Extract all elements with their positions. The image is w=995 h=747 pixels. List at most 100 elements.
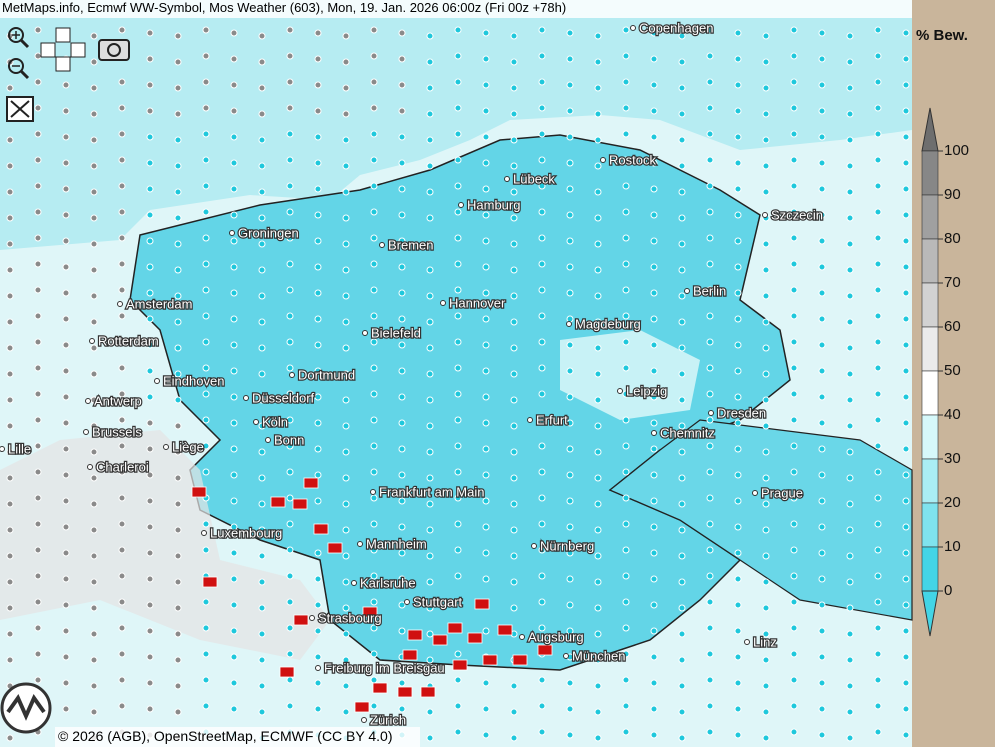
legend-band bbox=[921, 194, 939, 240]
weather-symbol bbox=[622, 416, 630, 424]
weather-symbol bbox=[762, 58, 770, 66]
city-label: Dresden bbox=[717, 405, 766, 420]
screenshot-button[interactable] bbox=[98, 39, 130, 61]
weather-symbol bbox=[286, 624, 294, 632]
weather-symbol bbox=[426, 214, 434, 222]
weather-symbol bbox=[34, 416, 42, 424]
weather-symbol bbox=[90, 32, 98, 40]
zoom-out[interactable] bbox=[8, 58, 30, 80]
weather-symbol bbox=[34, 598, 42, 606]
weather-symbol bbox=[202, 312, 210, 320]
weather-symbol bbox=[230, 627, 238, 635]
weather-symbol bbox=[342, 58, 350, 66]
weather-symbol bbox=[314, 185, 322, 193]
weather-symbol bbox=[790, 572, 798, 580]
weather-symbol bbox=[706, 104, 714, 112]
weather-symbol bbox=[482, 81, 490, 89]
weather-symbol bbox=[706, 546, 714, 554]
weather-symbol bbox=[734, 237, 742, 245]
weather-symbol bbox=[6, 266, 14, 274]
weather-symbol bbox=[6, 500, 14, 508]
weather-symbol bbox=[818, 705, 826, 713]
weather-symbol bbox=[398, 497, 406, 505]
city-dot bbox=[0, 446, 5, 452]
weather-symbol bbox=[426, 422, 434, 430]
weather-symbol bbox=[874, 598, 882, 606]
weather-symbol bbox=[174, 110, 182, 118]
weather-symbol bbox=[594, 500, 602, 508]
weather-symbol bbox=[650, 107, 658, 115]
weather-symbol bbox=[622, 234, 630, 242]
fullscreen-button[interactable] bbox=[6, 96, 34, 122]
weather-symbol bbox=[678, 292, 686, 300]
zoom-in[interactable] bbox=[8, 27, 30, 49]
weather-symbol bbox=[118, 26, 126, 34]
weather-symbol bbox=[594, 136, 602, 144]
city-dot bbox=[504, 176, 510, 182]
weather-symbol bbox=[370, 26, 378, 34]
weather-symbol bbox=[202, 442, 210, 450]
weather-symbol bbox=[342, 240, 350, 248]
weather-symbol bbox=[286, 104, 294, 112]
weather-symbol bbox=[678, 32, 686, 40]
weather-symbol bbox=[454, 416, 462, 424]
weather-symbol bbox=[790, 338, 798, 346]
weather-symbol bbox=[650, 341, 658, 349]
weather-symbol bbox=[538, 702, 546, 710]
weather-symbol bbox=[706, 208, 714, 216]
weather-symbol bbox=[118, 468, 126, 476]
weather-symbol bbox=[118, 702, 126, 710]
weather-symbol bbox=[258, 656, 266, 664]
weather-symbol bbox=[678, 500, 686, 508]
weather-symbol bbox=[258, 682, 266, 690]
weather-symbol bbox=[622, 156, 630, 164]
weather-symbol bbox=[314, 107, 322, 115]
city-dot bbox=[361, 717, 367, 723]
weather-symbol bbox=[6, 162, 14, 170]
weather-symbol bbox=[370, 468, 378, 476]
pan-control[interactable] bbox=[40, 27, 86, 72]
weather-symbol bbox=[342, 656, 350, 664]
snow-symbol bbox=[303, 477, 319, 489]
weather-symbol bbox=[622, 104, 630, 112]
weather-symbol bbox=[370, 364, 378, 372]
weather-symbol bbox=[202, 364, 210, 372]
city-label: Szczecin bbox=[771, 207, 823, 222]
weather-symbol bbox=[622, 494, 630, 502]
weather-symbol bbox=[762, 708, 770, 716]
weather-symbol bbox=[230, 497, 238, 505]
weather-symbol bbox=[566, 107, 574, 115]
weather-symbol bbox=[650, 575, 658, 583]
weather-symbol bbox=[398, 185, 406, 193]
weather-symbol bbox=[286, 390, 294, 398]
weather-symbol bbox=[118, 78, 126, 86]
weather-symbol bbox=[454, 650, 462, 658]
legend-band bbox=[921, 502, 939, 548]
weather-symbol bbox=[426, 370, 434, 378]
weather-symbol bbox=[622, 78, 630, 86]
weather-symbol bbox=[706, 494, 714, 502]
weather-symbol bbox=[174, 240, 182, 248]
weather-symbol bbox=[594, 84, 602, 92]
weather-symbol bbox=[594, 656, 602, 664]
weather-symbol bbox=[734, 731, 742, 739]
weather-symbol bbox=[342, 344, 350, 352]
weather-symbol bbox=[594, 188, 602, 196]
weather-symbol bbox=[314, 575, 322, 583]
legend-band bbox=[921, 282, 939, 328]
weather-symbol bbox=[314, 211, 322, 219]
weather-symbol bbox=[6, 422, 14, 430]
weather-symbol bbox=[202, 130, 210, 138]
weather-symbol bbox=[902, 289, 910, 297]
city-label: Düsseldorf bbox=[252, 390, 315, 405]
weather-symbol bbox=[426, 526, 434, 534]
weather-symbol bbox=[510, 136, 518, 144]
weather-symbol bbox=[370, 104, 378, 112]
weather-symbol bbox=[510, 604, 518, 612]
weather-symbol bbox=[566, 315, 574, 323]
weather-symbol bbox=[314, 653, 322, 661]
weather-symbol bbox=[818, 419, 826, 427]
weather-symbol bbox=[790, 546, 798, 554]
weather-symbol bbox=[118, 182, 126, 190]
weather-symbol bbox=[174, 162, 182, 170]
